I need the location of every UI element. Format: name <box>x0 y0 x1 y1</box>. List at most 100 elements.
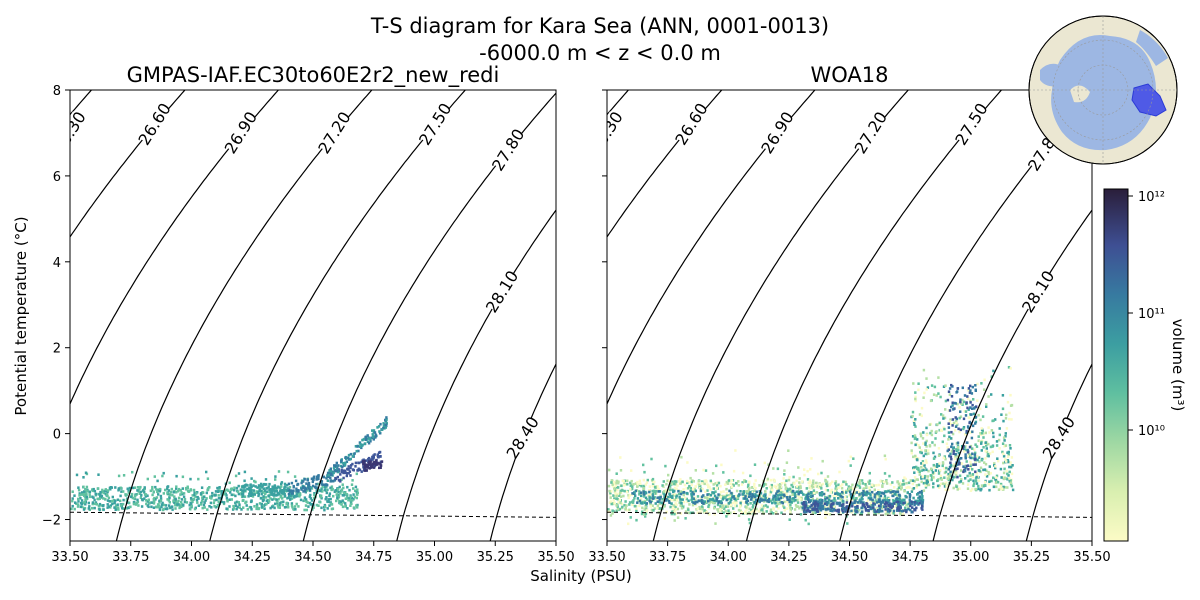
heatmap-cell <box>659 495 662 499</box>
heatmap-cell <box>86 497 89 500</box>
heatmap-cell <box>877 504 881 508</box>
heatmap-cell <box>719 484 722 488</box>
heatmap-cell <box>924 443 927 446</box>
heatmap-cell <box>257 494 260 498</box>
heatmap-cell <box>801 480 804 483</box>
heatmap-cell <box>260 505 264 509</box>
heatmap-cell <box>763 482 766 486</box>
heatmap-cell <box>607 484 611 488</box>
heatmap-cell <box>639 491 643 494</box>
heatmap-cell <box>193 491 196 494</box>
heatmap-cell <box>93 506 96 510</box>
heatmap-cell <box>745 512 749 515</box>
heatmap-cell <box>792 499 795 503</box>
heatmap-cell <box>293 475 297 478</box>
heatmap-cell <box>263 489 267 492</box>
heatmap-cell <box>965 401 968 404</box>
heatmap-cell <box>735 494 738 498</box>
heatmap-cell <box>730 498 733 501</box>
heatmap-cell <box>881 499 885 502</box>
y-tick-label: 0 <box>53 428 61 443</box>
heatmap-cell <box>839 484 842 488</box>
heatmap-cell <box>914 425 917 428</box>
heatmap-cell <box>784 486 788 489</box>
heatmap-cell <box>1005 477 1008 480</box>
heatmap-cell <box>749 490 752 494</box>
heatmap-cell <box>758 500 761 504</box>
heatmap-cell <box>935 430 938 433</box>
heatmap-cell <box>233 488 236 492</box>
heatmap-cell <box>977 456 981 459</box>
heatmap-cell <box>142 489 145 492</box>
heatmap-cell <box>982 468 985 472</box>
heatmap-cell <box>229 487 233 491</box>
heatmap-cell <box>369 462 372 466</box>
heatmap-cell <box>802 502 805 506</box>
heatmap-cell <box>358 441 362 444</box>
heatmap-cell <box>741 471 745 475</box>
heatmap-cell <box>943 483 947 486</box>
heatmap-cell <box>946 474 949 478</box>
heatmap-cell <box>367 462 370 466</box>
heatmap-cell <box>875 484 878 487</box>
heatmap-cell <box>807 522 810 526</box>
heatmap-cell <box>328 494 331 498</box>
heatmap-cell <box>156 505 160 509</box>
heatmap-cell <box>85 492 88 495</box>
heatmap-cell <box>856 508 859 511</box>
heatmap-cell <box>283 487 286 491</box>
heatmap-cell <box>816 510 820 513</box>
isopycnal-label: 28.10 <box>482 267 522 316</box>
heatmap-cell <box>292 485 295 489</box>
heatmap-cell <box>303 486 306 490</box>
heatmap-cell <box>762 494 765 498</box>
heatmap-cell <box>1010 403 1014 407</box>
heatmap-cell <box>672 493 675 497</box>
heatmap-cell <box>336 469 339 473</box>
heatmap-cell <box>944 408 947 411</box>
heatmap-cell <box>684 510 688 513</box>
heatmap-cell <box>235 486 239 490</box>
heatmap-cell <box>872 484 875 487</box>
heatmap-cell <box>1010 418 1013 421</box>
heatmap-cell <box>796 498 799 502</box>
heatmap-cell <box>794 499 797 502</box>
heatmap-cell <box>1002 485 1005 489</box>
heatmap-cell <box>953 401 956 405</box>
heatmap-cell <box>656 485 659 488</box>
heatmap-cell <box>369 464 373 468</box>
heatmap-cell <box>91 488 94 491</box>
heatmap-cell <box>314 486 318 489</box>
heatmap-cell <box>728 489 731 493</box>
heatmap-cell <box>910 490 914 493</box>
heatmap-cell <box>786 498 789 502</box>
heatmap-cell <box>671 482 674 486</box>
heatmap-cell <box>696 482 699 486</box>
heatmap-cell <box>974 487 978 491</box>
heatmap-cell <box>979 432 982 435</box>
heatmap-cell <box>615 509 618 513</box>
heatmap-cell <box>980 458 983 462</box>
heatmap-cell <box>938 462 941 465</box>
heatmap-cell <box>271 498 274 501</box>
heatmap-cell <box>236 505 239 509</box>
heatmap-cell <box>673 482 676 486</box>
heatmap-cell <box>241 492 245 496</box>
x-tick-label: 35.00 <box>952 550 989 565</box>
heatmap-cell <box>626 490 629 494</box>
heatmap-cell <box>747 518 751 521</box>
heatmap-cell <box>780 482 783 485</box>
heatmap-cell <box>931 441 934 444</box>
heatmap-cell <box>267 494 270 498</box>
heatmap-cell <box>1007 450 1010 454</box>
heatmap-cell <box>668 501 671 504</box>
heatmap-cell <box>974 461 977 465</box>
heatmap-cell <box>226 499 229 503</box>
heatmap-cell <box>827 501 830 505</box>
heatmap-cell <box>964 455 967 459</box>
heatmap-cell <box>824 496 827 499</box>
heatmap-cell <box>302 490 305 493</box>
heatmap-cell <box>305 482 308 485</box>
heatmap-cell <box>611 509 614 512</box>
heatmap-cell <box>618 498 621 502</box>
